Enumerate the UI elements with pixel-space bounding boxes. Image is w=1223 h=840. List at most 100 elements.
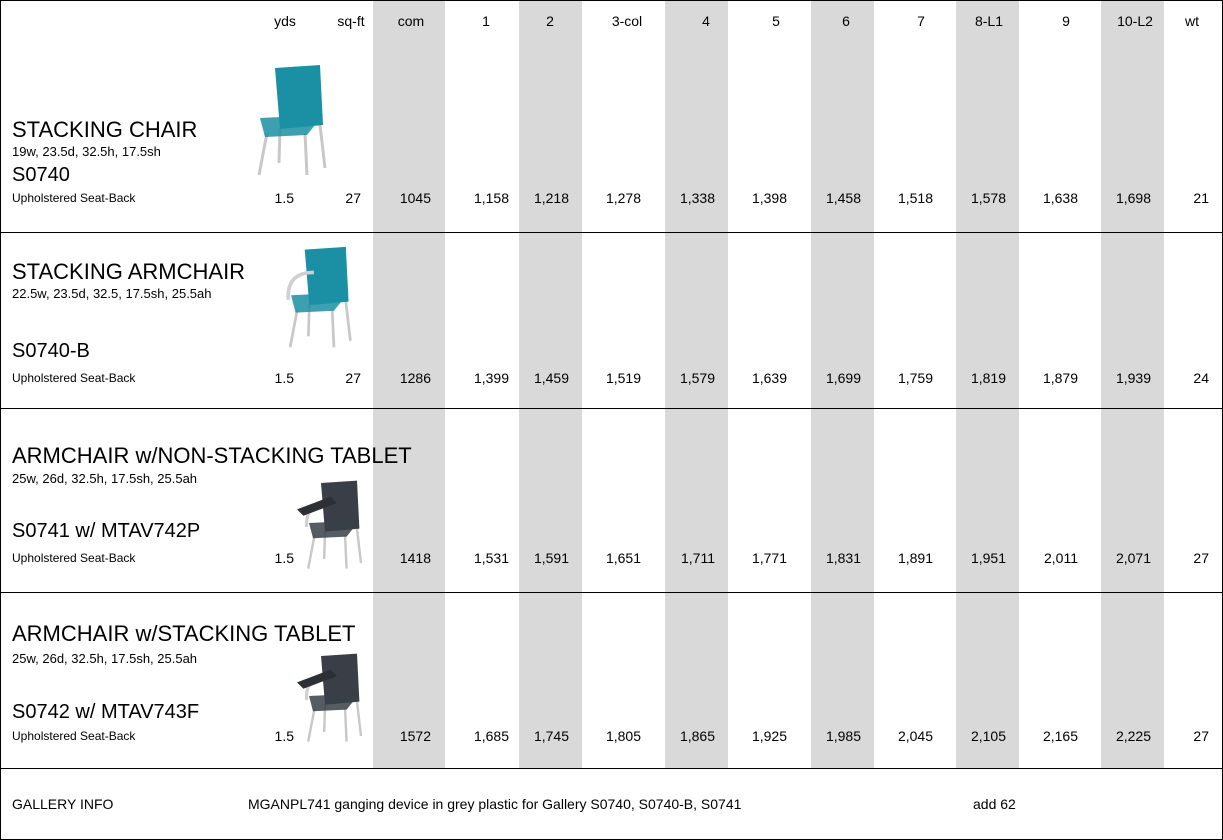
shaded-column: [519, 1, 582, 768]
price-cell: 1,925: [751, 728, 787, 744]
price-cell: 1,985: [825, 728, 861, 744]
column-header: 1: [482, 13, 490, 29]
model-number: S0740-B: [12, 340, 90, 362]
price-cell: 1,819: [970, 370, 1006, 386]
footer-label: GALLERY INFO: [12, 796, 114, 812]
price-cell: 1,939: [1115, 370, 1151, 386]
price-cell: 1,651: [605, 550, 641, 566]
price-cell: 1,951: [970, 550, 1006, 566]
model-number: S0740: [12, 164, 70, 186]
row-border: [1, 768, 1222, 769]
footer-description: MGANPL741 ganging device in grey plastic…: [248, 796, 742, 812]
model-number: S0742 w/ MTAV743F: [12, 701, 200, 723]
dimensions: 19w, 23.5d, 32.5h, 17.5sh: [12, 143, 161, 159]
price-cell: 27: [1193, 550, 1209, 566]
price-cell: 1,891: [897, 550, 933, 566]
column-header: 3-col: [611, 13, 643, 29]
column-header: yds: [274, 13, 296, 29]
shaded-column: [665, 1, 728, 768]
price-cell: 1,865: [679, 728, 715, 744]
price-cell: 1,759: [897, 370, 933, 386]
price-cell: 1,518: [897, 190, 933, 206]
row-border: [1, 592, 1222, 593]
column-header: 8-L1: [974, 13, 1004, 29]
column-header: 10-L2: [1117, 13, 1153, 29]
price-cell: 2,045: [897, 728, 933, 744]
column-header: 9: [1062, 13, 1070, 29]
price-cell: 1,579: [679, 370, 715, 386]
price-cell: 1.5: [274, 370, 294, 386]
price-cell: 2,225: [1115, 728, 1151, 744]
price-cell: 1,879: [1042, 370, 1078, 386]
column-header: wt: [1185, 13, 1199, 29]
price-cell: 1.5: [274, 550, 294, 566]
price-cell: 21: [1193, 190, 1209, 206]
column-header: 4: [702, 13, 710, 29]
price-cell: 1,831: [825, 550, 861, 566]
product-image: [297, 480, 363, 569]
price-cell: 1,805: [605, 728, 641, 744]
price-cell: 1418: [399, 550, 431, 566]
shaded-column: [956, 1, 1019, 768]
description: Upholstered Seat-Back: [12, 729, 136, 743]
price-cell: 1572: [399, 728, 431, 744]
price-cell: 1,458: [825, 190, 861, 206]
product-image: [257, 65, 327, 176]
description: Upholstered Seat-Back: [12, 371, 136, 385]
price-cell: 1,218: [533, 190, 569, 206]
price-cell: 1045: [399, 190, 431, 206]
price-cell: 27: [1193, 728, 1209, 744]
product-image: [297, 653, 363, 742]
column-header: com: [397, 13, 425, 29]
model-number: S0741 w/ MTAV742P: [12, 520, 201, 542]
price-cell: 1286: [399, 370, 431, 386]
price-cell: 1,699: [825, 370, 861, 386]
column-header: 7: [917, 13, 925, 29]
price-cell: 1,745: [533, 728, 569, 744]
product-title: ARMCHAIR w/STACKING TABLET: [12, 621, 356, 646]
price-cell: 1,398: [751, 190, 787, 206]
price-cell: 1,399: [473, 370, 509, 386]
price-cell: 2,011: [1044, 550, 1078, 566]
dimensions: 22.5w, 23.5d, 32.5, 17.5sh, 25.5ah: [12, 285, 212, 301]
price-cell: 1,578: [970, 190, 1006, 206]
row-border: [1, 408, 1222, 409]
shaded-column: [811, 1, 874, 768]
row-border: [1, 232, 1222, 233]
column-header: 6: [842, 13, 850, 29]
price-cell: 2,165: [1042, 728, 1078, 744]
price-cell: 1.5: [274, 190, 294, 206]
product-title: ARMCHAIR w/NON-STACKING TABLET: [12, 443, 412, 468]
price-cell: 1,278: [605, 190, 641, 206]
price-cell: 1,459: [533, 370, 569, 386]
shaded-column: [1101, 1, 1164, 768]
price-cell: 1,771: [751, 550, 787, 566]
price-cell: 1,519: [605, 370, 641, 386]
price-cell: 1,638: [1042, 190, 1078, 206]
price-cell: 1,639: [751, 370, 787, 386]
price-cell: 2,071: [1115, 550, 1151, 566]
price-cell: 27: [345, 190, 361, 206]
price-cell: 27: [345, 370, 361, 386]
price-cell: 1,685: [473, 728, 509, 744]
price-cell: 1,158: [473, 190, 509, 206]
column-header: 2: [546, 13, 554, 29]
price-cell: 24: [1193, 370, 1209, 386]
dimensions: 25w, 26d, 32.5h, 17.5sh, 25.5ah: [12, 650, 198, 666]
price-cell: 1,338: [679, 190, 715, 206]
product-image: [286, 246, 352, 348]
description: Upholstered Seat-Back: [12, 191, 136, 205]
dimensions: 25w, 26d, 32.5h, 17.5sh, 25.5ah: [12, 470, 198, 486]
product-title: STACKING CHAIR: [12, 117, 198, 142]
column-header: 5: [772, 13, 780, 29]
price-cell: 1,711: [681, 550, 715, 566]
footer-note: add 62: [973, 796, 1016, 812]
product-title: STACKING ARMCHAIR: [12, 259, 246, 284]
price-cell: 1.5: [274, 728, 294, 744]
shaded-column: [373, 1, 445, 768]
description: Upholstered Seat-Back: [12, 551, 136, 565]
price-cell: 1,591: [533, 550, 569, 566]
price-cell: 2,105: [970, 728, 1006, 744]
column-header: sq-ft: [337, 13, 365, 29]
